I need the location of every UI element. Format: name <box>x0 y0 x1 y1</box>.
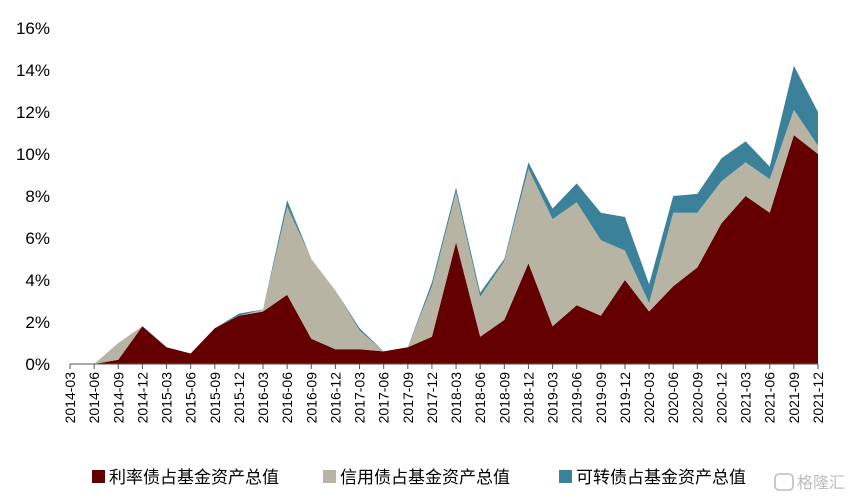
x-tick-label: 2018-09 <box>496 372 512 424</box>
y-tick-label: 14% <box>16 61 50 80</box>
legend-label-2: 信用债占基金资产总值 <box>340 468 510 488</box>
y-tick-label: 2% <box>25 313 50 332</box>
x-tick-label: 2020-12 <box>713 372 729 424</box>
legend-label-1: 利率债占基金资产总值 <box>109 468 279 488</box>
y-tick-label: 10% <box>16 145 50 164</box>
legend-swatch-1 <box>92 470 105 483</box>
area-series-1 <box>70 135 818 364</box>
watermark-logo-icon <box>774 473 794 491</box>
x-tick-label: 2014-06 <box>86 372 102 424</box>
x-tick-label: 2016-09 <box>303 372 319 424</box>
y-axis: 0% 2% 4% 6% 8% 10% 12% 14% 16% <box>16 19 50 374</box>
x-tick-label: 2021-12 <box>810 372 826 424</box>
legend-swatch-2 <box>323 470 336 483</box>
y-tick-label: 4% <box>25 271 50 290</box>
watermark-text: 格隆汇 <box>797 473 845 492</box>
x-tick-label: 2019-12 <box>617 372 633 424</box>
x-tick-label: 2021-09 <box>786 372 802 424</box>
x-tick-label: 2015-03 <box>159 372 175 424</box>
legend-label-3: 可转债占基金资产总值 <box>576 468 746 488</box>
x-tick-label: 2021-06 <box>762 372 778 424</box>
legend: 利率债占基金资产总值 信用债占基金资产总值 可转债占基金资产总值 <box>92 468 746 488</box>
x-tick-label: 2016-03 <box>255 372 271 424</box>
x-tick-label: 2015-09 <box>207 372 223 424</box>
x-tick-label: 2019-06 <box>569 372 585 424</box>
x-tick-label: 2014-12 <box>134 372 150 424</box>
area-series-2 <box>70 109 818 365</box>
x-tick-label: 2018-03 <box>448 372 464 424</box>
x-tick-label: 2015-06 <box>183 372 199 424</box>
y-tick-label: 12% <box>16 103 50 122</box>
x-tick-label: 2016-12 <box>327 372 343 424</box>
x-tick-label: 2017-12 <box>424 372 440 424</box>
x-tick-label: 2020-09 <box>689 372 705 424</box>
y-tick-label: 16% <box>16 19 50 38</box>
x-tick-label: 2014-03 <box>62 372 78 424</box>
y-tick-label: 0% <box>25 355 50 374</box>
x-tick-label: 2019-09 <box>593 372 609 424</box>
x-tick-label: 2015-12 <box>231 372 247 424</box>
x-tick-label: 2018-06 <box>472 372 488 424</box>
y-tick-label: 8% <box>25 187 50 206</box>
y-tick-label: 6% <box>25 229 50 248</box>
plot-areas <box>70 65 818 365</box>
x-axis: 2014-03 2014-06 2014-09 2014-12 2015-03 2015-… <box>62 363 826 424</box>
x-tick-label: 2016-06 <box>279 372 295 424</box>
x-tick-label: 2020-06 <box>665 372 681 424</box>
x-tick-label: 2014-09 <box>110 372 126 424</box>
x-tick-label: 2018-12 <box>520 372 536 424</box>
x-tick-label: 2017-06 <box>376 372 392 424</box>
area-series-3 <box>70 65 818 365</box>
x-tick-label: 2017-03 <box>352 372 368 424</box>
x-tick-label: 2021-03 <box>738 372 754 424</box>
x-tick-label: 2017-09 <box>400 372 416 424</box>
watermark: 格隆汇 <box>774 473 845 492</box>
x-tick-label: 2020-03 <box>641 372 657 424</box>
x-tick-label: 2019-03 <box>545 372 561 424</box>
legend-swatch-3 <box>559 470 572 483</box>
